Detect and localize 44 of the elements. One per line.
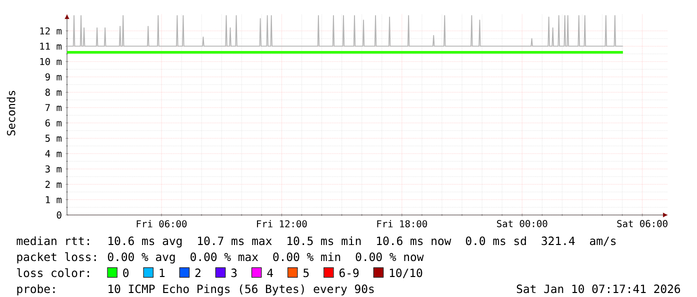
y-tick-label: 6 m [45, 119, 62, 127]
text: 321.4 [542, 236, 575, 246]
y-tick-label: 5 m [45, 134, 62, 142]
y-tick-label: 0 [56, 211, 62, 219]
text: 10.6 ms now [377, 236, 452, 246]
y-tick-label: 3 m [45, 165, 62, 173]
y-tick-label: 2 m [46, 180, 62, 188]
text: 0 [123, 268, 129, 278]
text: probe: [17, 284, 55, 296]
text: 4 [267, 268, 273, 277]
x-tick-label: Sat 00:00 [497, 220, 548, 228]
text: 0.00 % min [273, 252, 340, 262]
text: 10.6 ms avg [108, 236, 182, 248]
text: median rtt: [16, 236, 89, 246]
y-tick-label: 8 m [45, 88, 62, 96]
y-tick-label: 11 m [40, 42, 62, 50]
y-tick-label: 9 m [45, 73, 62, 81]
text: 5 [304, 268, 309, 278]
text: 10/10 [390, 268, 422, 278]
text: am/s [590, 236, 616, 246]
y-tick-label: 10 m [40, 58, 62, 66]
text: 1 [160, 268, 165, 277]
text: Sat Jan 10 07:17:41 2026 [516, 284, 680, 294]
x-tick-label: Sat 06:00 [617, 220, 668, 228]
y-tick-label: 1 m [46, 196, 62, 204]
y-tick-label: 7 m [45, 104, 62, 112]
y-axis-title: Seconds [6, 90, 16, 136]
y-tick-label: 4 m [45, 150, 62, 158]
text: 6-9 [340, 268, 359, 278]
text: 0.00 % now [356, 252, 424, 262]
text: 0.0 ms sd [466, 236, 526, 246]
y-tick-label: 12 m [40, 27, 62, 34]
text: 2 [195, 268, 200, 277]
x-tick-label: Fri 06:00 [136, 220, 187, 228]
x-tick-label: Fri 18:00 [377, 220, 428, 228]
text: loss color: [17, 268, 89, 278]
x-tick-label: Fri 12:00 [257, 220, 307, 228]
text: 10.5 ms min [288, 236, 361, 246]
text: 3 [231, 268, 237, 278]
text: packet loss: [17, 252, 96, 264]
text: 0.00 % max [190, 252, 258, 262]
text: 10 ICMP Echo Pings (56 Bytes) every 90s [108, 284, 374, 296]
text: 10.7 ms max [198, 236, 272, 246]
text: 0.00 % avg [108, 252, 175, 264]
